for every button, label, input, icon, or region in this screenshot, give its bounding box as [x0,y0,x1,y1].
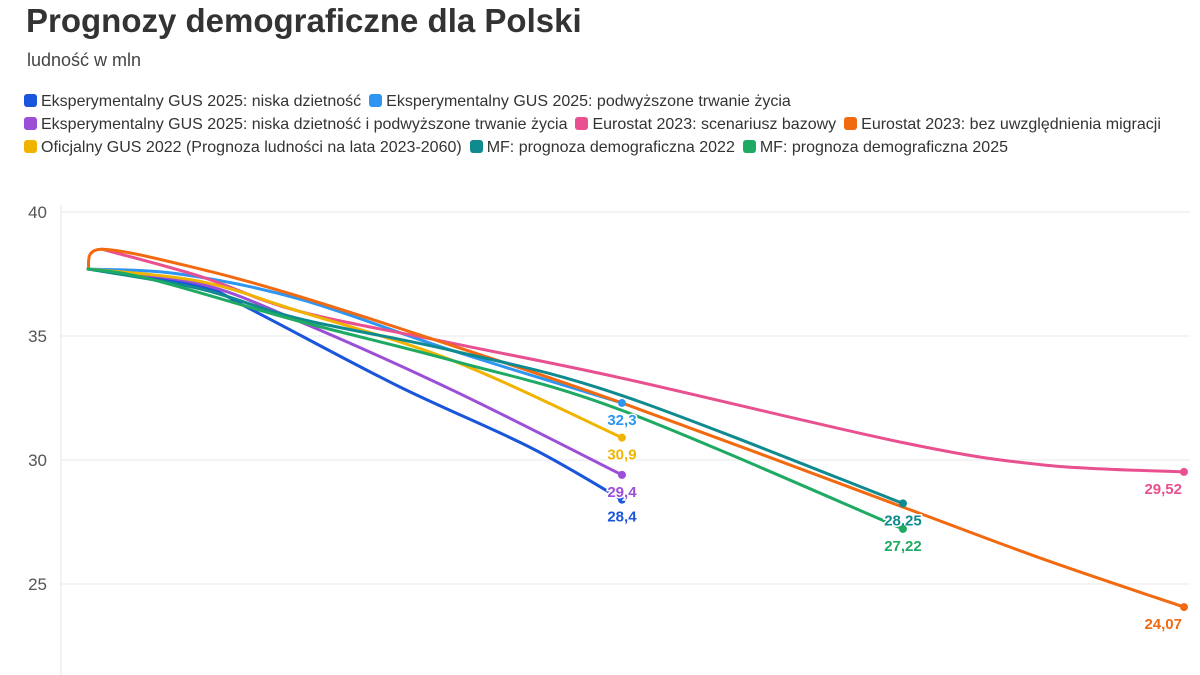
data-label: 24,07 [1144,616,1182,633]
legend-label: MF: prognoza demograficzna 2022 [486,139,735,156]
y-tick-label: 25 [28,575,47,594]
legend-swatch [369,94,383,107]
chart-title: Prognozy demograficzne dla Polski [26,2,582,39]
legend-swatch [575,117,589,130]
legend-label: Eksperymentalny GUS 2025: niska dzietnoś… [41,116,568,133]
legend-item[interactable]: MF: prognoza demograficzna 2025 [742,136,1008,159]
series-line [86,267,905,531]
end-point [898,499,907,508]
chart-subtitle: ludność w mln [27,50,142,70]
end-point [898,524,907,533]
legend-label: Eurostat 2023: bez uwzględnienia migracj… [861,116,1161,133]
series-line [86,267,624,502]
data-label: 27,22 [884,538,922,555]
y-tick-label: 40 [28,203,47,222]
legend-swatch [24,94,37,107]
series-line [86,267,624,440]
end-point [1180,467,1188,476]
series-line [100,247,1186,474]
legend-item[interactable]: Eurostat 2023: bez uwzględnienia migracj… [844,113,1161,136]
legend-swatch [24,140,37,153]
end-point [617,433,626,442]
end-point [1180,603,1188,612]
legend-swatch [469,140,483,153]
legend-swatch [844,117,858,130]
legend-item[interactable]: MF: prognoza demograficzna 2022 [469,136,735,159]
data-label: 28,25 [884,512,922,529]
end-point [617,495,626,504]
end-point [617,470,626,479]
legend-label: Eurostat 2023: scenariusz bazowy [592,116,837,133]
series-line [86,267,905,505]
series-line [86,267,624,477]
y-tick-label: 30 [28,451,47,470]
data-label: 32,3 [607,412,636,429]
legend-label: Eksperymentalny GUS 2025: niska dzietnoś… [41,93,362,110]
data-label: 29,52 [1144,481,1182,498]
legend-label: Oficjalny GUS 2022 (Prognoza ludności na… [41,139,462,156]
data-label: 29,4 [607,484,637,501]
legend-item[interactable]: Eksperymentalny GUS 2025: podwyższone tr… [369,90,791,113]
y-tick-label: 35 [28,327,47,346]
legend-item[interactable]: Eksperymentalny GUS 2025: niska dzietnoś… [24,113,567,136]
data-label: 30,9 [607,447,636,464]
legend-swatch [24,117,37,130]
series-line [86,247,1186,609]
legend-item[interactable]: Eurostat 2023: scenariusz bazowy [575,113,836,136]
legend-label: Eksperymentalny GUS 2025: podwyższone tr… [386,93,791,110]
series-line [86,267,624,405]
data-label: 28,4 [607,509,637,526]
legend-item[interactable]: Oficjalny GUS 2022 (Prognoza ludności na… [24,136,462,159]
legend-label: MF: prognoza demograficzna 2025 [759,139,1008,156]
legend-item[interactable]: Eksperymentalny GUS 2025: niska dzietnoś… [24,90,361,113]
legend-swatch [742,140,756,153]
legend: Eksperymentalny GUS 2025: niska dzietnoś… [24,90,1194,159]
end-point [617,398,626,407]
